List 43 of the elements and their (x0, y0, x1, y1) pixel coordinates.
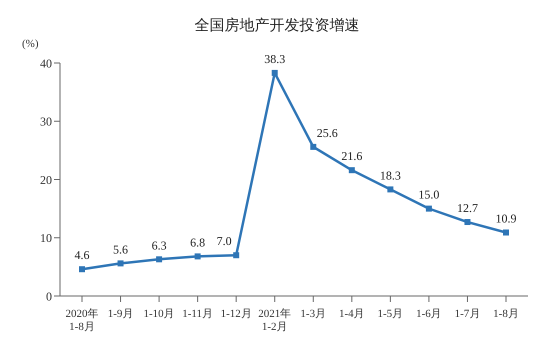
chart-title: 全国房地产开发投资增速 (194, 16, 360, 35)
x-tick-label: 2020年 1-8月 (66, 308, 98, 333)
point (387, 186, 394, 192)
point (79, 266, 85, 272)
point (156, 256, 162, 262)
x-tick-label: 1-10月 (144, 308, 175, 320)
data-label: 6.8 (190, 235, 206, 250)
data-label: 4.6 (74, 248, 90, 262)
data-label: 25.6 (316, 126, 338, 140)
y-tick-label: 10 (40, 231, 52, 246)
point (310, 144, 316, 150)
x-tick-label: 1-9月 (108, 308, 134, 320)
x-tick-label: 1-5月 (378, 308, 404, 320)
data-label: 38.3 (264, 52, 286, 66)
data-label: 6.3 (152, 238, 167, 252)
x-tick-label: 2021年 1-2月 (258, 308, 292, 333)
x-tick-label: 1-3月 (300, 308, 326, 320)
x-tick-label: 1-11月 (182, 308, 214, 320)
x-tick-label: 1-12月 (220, 308, 252, 320)
x-tick-label: 1-8月 (493, 308, 519, 320)
x-tick-label: 1-7月 (454, 308, 480, 320)
y-tick-label: 30 (40, 114, 52, 129)
point (272, 70, 278, 76)
point (233, 252, 240, 258)
y-axis-title: (%) (22, 38, 38, 50)
data-label: 5.6 (113, 242, 128, 256)
point (348, 167, 355, 174)
data-label: 12.7 (456, 201, 478, 216)
data-label: 10.9 (496, 212, 516, 226)
y-tick-label: 40 (40, 56, 52, 70)
point (503, 230, 509, 236)
point (464, 219, 470, 226)
y-tick-label: 0 (46, 289, 52, 304)
point (426, 206, 432, 212)
data-label: 7.0 (216, 234, 232, 248)
point (118, 260, 124, 266)
data-label: 18.3 (380, 168, 401, 182)
x-tick-label: 1-6月 (416, 308, 442, 320)
x-tick-label: 1-4月 (338, 308, 365, 320)
point (194, 253, 201, 260)
y-tick-label: 20 (40, 172, 52, 187)
data-label: 21.6 (341, 149, 362, 164)
data-label: 15.0 (418, 188, 440, 202)
